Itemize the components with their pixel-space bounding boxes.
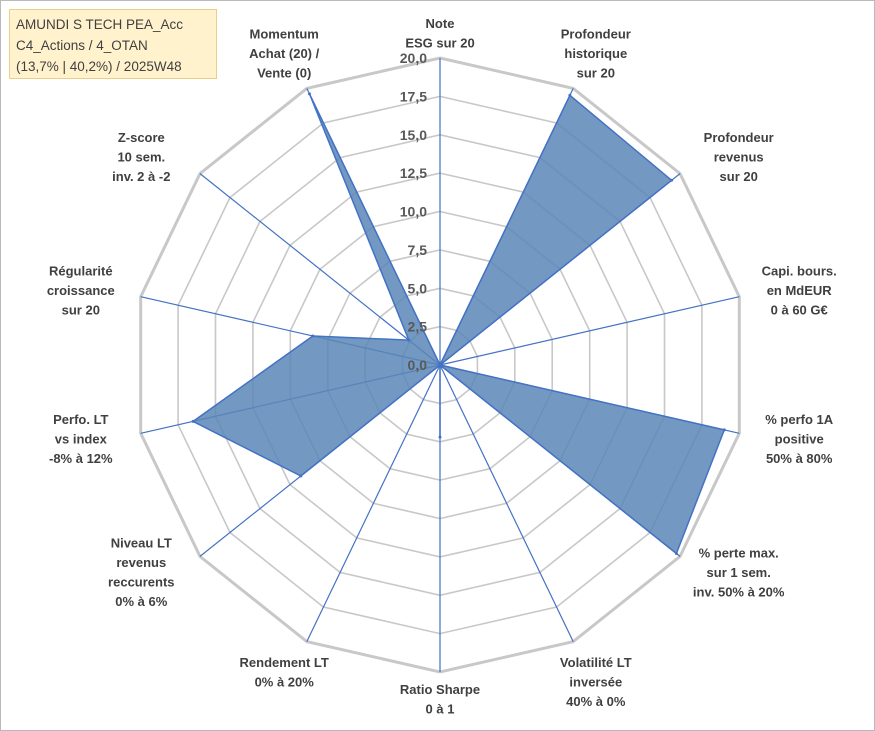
data-point-12 — [311, 334, 315, 338]
spoke-7 — [439, 364, 574, 642]
axis-label-line: Profondeur — [561, 27, 631, 42]
fund-name: AMUNDI S TECH PEA_Acc — [16, 17, 184, 32]
axis-label-line: ESG sur 20 — [405, 36, 474, 51]
data-point-13 — [407, 338, 411, 342]
data-point-3 — [670, 178, 674, 182]
tick-label: 0,0 — [408, 357, 428, 373]
axis-label-3: Profondeur revenus sur 20 — [704, 130, 774, 184]
axis-label-2: Profondeur historique sur 20 — [561, 27, 631, 81]
axis-label-line: Momentum — [250, 27, 319, 42]
axis-label-line: Z-score — [118, 130, 165, 145]
axis-label-line: % perfo 1A — [765, 412, 834, 427]
axis-label-line: 50% à 80% — [766, 451, 833, 466]
axis-label-line: Ratio Sharpe — [400, 682, 480, 697]
axis-label-line: reccurents — [108, 575, 174, 590]
tick-label: 17,5 — [400, 88, 427, 104]
axis-label-line: 0% à 20% — [255, 675, 315, 690]
tick-label: 10,0 — [400, 204, 427, 220]
axis-label-line: Perfo. LT — [53, 412, 108, 427]
axis-label-line: sur 20 — [62, 303, 100, 318]
axis-label-4: Capi. bours. en MdEUR 0 à 60 G€ — [762, 264, 837, 318]
axis-label-line: Régularité — [49, 264, 113, 279]
data-point-8 — [438, 435, 442, 439]
tick-label: 12,5 — [400, 165, 427, 181]
axis-label-line: inv. 50% à 20% — [693, 584, 785, 599]
axis-label-line: revenus — [116, 555, 166, 570]
axis-label-line: Volatilité LT — [560, 655, 632, 670]
tick-label: 5,0 — [408, 280, 428, 296]
spoke-9 — [306, 364, 441, 642]
radar-series — [191, 92, 726, 555]
radar-axis-labels: Note ESG sur 20 Profondeur historique sur 20… — [47, 16, 837, 717]
tick-label: 7,5 — [408, 242, 428, 258]
axis-label-line: revenus — [714, 150, 764, 165]
axis-label-line: Capi. bours. — [762, 264, 837, 279]
axis-label-11: Perfo. LT vs index -8% à 12% — [49, 412, 113, 466]
fund-info-box: AMUNDI S TECH PEA_Acc C4_Actions / 4_OTA… — [9, 9, 217, 79]
spoke-4 — [439, 296, 740, 366]
axis-label-line: positive — [775, 431, 824, 446]
axis-label-line: sur 20 — [577, 66, 615, 81]
data-point-2 — [568, 93, 572, 97]
axis-label-line: -8% à 12% — [49, 451, 113, 466]
data-point-5 — [722, 428, 726, 432]
axis-label-1: Note ESG sur 20 — [405, 16, 474, 51]
spoke-13 — [199, 173, 441, 366]
data-point-9 — [438, 363, 442, 367]
axis-label-line: croissance — [47, 283, 115, 298]
axis-label-line: Achat (20) / — [249, 46, 319, 61]
axis-label-line: sur 20 — [720, 169, 758, 184]
axis-label-line: inv. 2 à -2 — [112, 169, 170, 184]
data-point-11 — [191, 419, 195, 423]
axis-label-line: Profondeur — [704, 130, 774, 145]
axis-label-10: Niveau LT revenus reccurents 0% à 6% — [108, 536, 174, 610]
fund-category: C4_Actions / 4_OTAN — [16, 38, 148, 53]
axis-label-6: % perte max. sur 1 sem. inv. 50% à 20% — [693, 545, 785, 599]
axis-label-12: Régularité croissance sur 20 — [47, 264, 115, 318]
axis-label-line: vs index — [55, 431, 108, 446]
axis-label-line: sur 1 sem. — [707, 565, 771, 580]
axis-label-line: 0% à 6% — [115, 594, 167, 609]
axis-label-line: Note — [426, 16, 455, 31]
axis-label-line: 0 à 60 G€ — [771, 303, 828, 318]
data-point-6 — [674, 552, 678, 555]
axis-label-9: Rendement LT 0% à 20% — [240, 655, 329, 690]
data-point-10 — [299, 474, 303, 478]
tick-label: 15,0 — [400, 127, 427, 143]
axis-label-line: % perte max. — [699, 545, 779, 560]
fund-stats: (13,7% | 40,2%) / 2025W48 — [16, 59, 182, 74]
axis-label-line: Rendement LT — [240, 655, 329, 670]
data-point-14 — [308, 92, 311, 96]
axis-label-14: Momentum Achat (20) / Vente (0) — [249, 27, 319, 81]
axis-label-line: historique — [564, 46, 627, 61]
axis-label-8: Ratio Sharpe 0 à 1 — [400, 682, 480, 717]
tick-label: 2,5 — [408, 319, 428, 335]
axis-label-line: 40% à 0% — [566, 694, 626, 709]
radar-tick-labels: 0,0 2,5 5,0 7,5 10,0 12,5 15,0 17,5 20,0 — [400, 50, 427, 373]
axis-label-line: Niveau LT — [111, 536, 172, 551]
axis-label-7: Volatilité LT inversée 40% à 0% — [560, 655, 632, 709]
axis-label-13: Z-score 10 sem. inv. 2 à -2 — [112, 130, 170, 184]
axis-label-line: en MdEUR — [767, 283, 833, 298]
axis-label-5: % perfo 1A positive 50% à 80% — [765, 412, 834, 466]
tick-label: 20,0 — [400, 50, 427, 66]
axis-label-line: Vente (0) — [257, 66, 311, 81]
axis-label-line: 0 à 1 — [426, 702, 455, 717]
axis-label-line: inversée — [569, 675, 622, 690]
axis-label-line: 10 sem. — [117, 150, 165, 165]
